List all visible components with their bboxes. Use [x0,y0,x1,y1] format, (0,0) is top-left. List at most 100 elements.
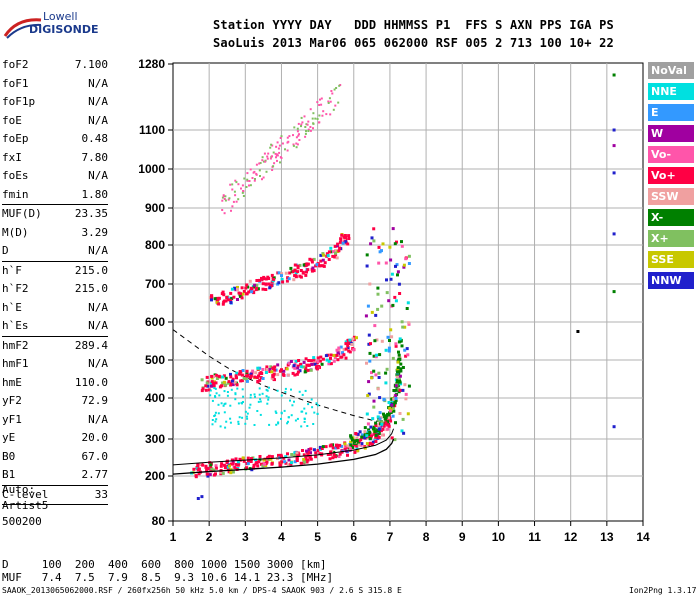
echo-dot [247,290,251,294]
cluster-dot [393,242,397,246]
echo-dot [309,368,313,372]
faint-dot [279,137,282,139]
echo-dot [309,451,312,455]
echo-dot [346,444,350,448]
cyan-dot [253,424,256,426]
echo-dot [236,287,239,291]
faint-dot [221,209,224,211]
cyan-dot [303,417,306,420]
parameter-separator [2,484,108,486]
faint-dot [229,183,232,186]
echo-dot [255,283,259,287]
echo-dot [229,471,233,475]
echo-dot [236,463,240,467]
echo-dot [237,372,241,376]
echo-dot [337,455,341,458]
echo-dot [344,340,348,344]
echo-dot [244,374,248,378]
faint-dot [295,142,298,145]
echo-dot [280,272,284,276]
echo-dot [307,448,311,451]
echo-dot [293,451,297,455]
echo-dot [387,416,391,420]
parameter-row: fmin 1.80 [2,186,108,205]
y-tick-label: 300 [145,432,165,446]
cyan-dot [214,420,217,423]
faint-dot [303,115,306,118]
cluster-dot [397,282,401,286]
cyan-dot [307,403,310,406]
echo-dot [374,433,378,437]
cluster-dot [402,263,406,267]
cyan-dot [304,389,307,392]
echo-dot [344,236,348,239]
echo-dot [337,346,341,350]
echo-dot [262,458,266,462]
echo-dot [350,436,354,440]
parameter-label: hmF1 [2,357,29,370]
cluster-dot [368,359,372,363]
cyan-dot [256,410,259,412]
echo-dot [312,448,316,452]
echo-dot [244,377,248,381]
x-tick-label: 2 [206,530,213,544]
logo-text-digisonde: DIGISONDE [29,23,99,36]
echo-dot [327,362,331,366]
echo-dot [241,292,245,296]
echo-dot [235,383,239,387]
cluster-dot [367,380,371,384]
cluster-dot [370,371,373,375]
echo-dot [224,299,228,303]
parameter-label: hmF2 [2,338,29,352]
echo-dot [359,443,363,447]
echo-dot [245,466,249,470]
faint-dot [304,135,307,138]
echo-dot [334,249,337,253]
d-row: D 100 200 400 600 800 1000 1500 3000 [km… [2,558,327,571]
faint-dot [262,160,265,163]
echo-dot [334,455,337,459]
echo-dot [340,450,344,454]
cyan-dot [226,394,229,397]
echo-dot [286,373,290,377]
faint-dot [242,190,245,193]
echo-dot [339,355,343,359]
echo-dot [255,279,259,282]
echo-dot [260,276,263,280]
echo-dot [258,458,262,462]
echo-dot [318,359,322,363]
faint-dot [286,149,289,152]
echo-dot [234,457,238,461]
trace-2 [208,233,351,306]
cluster-dot [374,313,378,317]
echo-dot [240,379,244,383]
echo-dot [340,233,344,237]
echo-dot [245,283,249,287]
faint-dot [312,112,315,115]
echo-dot [261,287,265,291]
echo-dot [325,358,329,362]
echo-dot [353,443,357,447]
echo-dot [231,470,235,474]
faint-dot [327,102,330,104]
echo-dot [230,462,233,466]
echo-dot [368,441,372,445]
echo-dot [229,381,233,385]
cluster-dot [398,337,402,341]
cluster-dot [372,399,376,403]
cluster-dot [396,273,399,277]
echo-dot [233,466,237,470]
echo-dot [262,275,266,279]
echo-dot [341,351,345,355]
faint-dot [253,179,256,182]
echo-dot [306,262,310,266]
cluster-dot [400,240,403,244]
cyan-dot [229,417,232,420]
echo-dot [310,362,314,366]
parameter-row: h`F2 215.0 [2,280,108,299]
echo-dot [209,384,213,388]
echo-dot [246,462,250,465]
faint-dot [278,144,281,147]
faint-dot [265,170,268,173]
echo-dot [222,300,226,304]
